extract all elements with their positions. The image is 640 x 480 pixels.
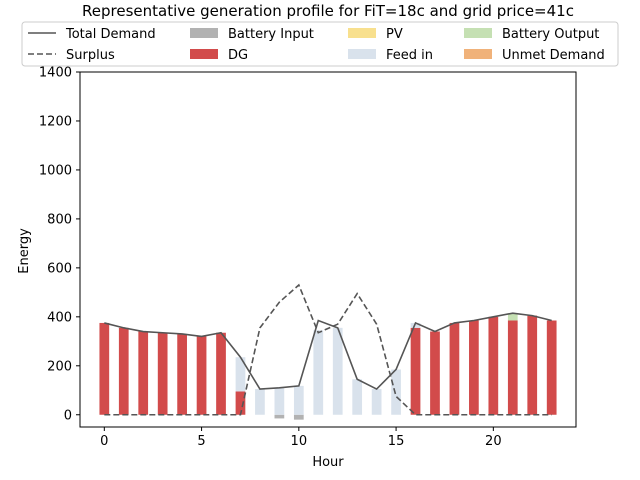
bar-feed-in-8 — [255, 389, 265, 415]
bar-dg-0 — [99, 322, 110, 415]
legend-label-unmet-demand: Unmet Demand — [502, 48, 605, 63]
bar-dg-22 — [527, 315, 538, 415]
x-tick-label: 5 — [197, 434, 205, 449]
x-tick-label: 15 — [388, 434, 405, 449]
bar-feed-in-11 — [313, 330, 324, 415]
bar-battery-input-9 — [274, 414, 285, 419]
legend-swatch-pv — [348, 28, 376, 38]
y-tick-label: 1200 — [39, 114, 72, 129]
line-total-demand — [104, 312, 552, 391]
legend-label-surplus: Surplus — [66, 48, 115, 63]
legend-swatch-battery-input — [190, 28, 218, 38]
bar-feed-in-16 — [410, 322, 421, 328]
bar-battery-input-10 — [293, 414, 304, 420]
x-tick-label: 10 — [291, 434, 308, 449]
bar-dg-1 — [118, 327, 129, 415]
x-axis-label: Hour — [312, 455, 344, 470]
legend-label-battery-output: Battery Output — [502, 27, 599, 42]
bar-feed-in-14 — [371, 389, 382, 415]
bar-dg-4 — [177, 333, 187, 415]
y-tick-label: 600 — [47, 261, 72, 276]
legend-swatch-dg — [190, 49, 218, 59]
bar-dg-19 — [469, 320, 479, 415]
legend-label-total-demand: Total Demand — [65, 27, 156, 42]
y-tick-label: 800 — [47, 212, 72, 227]
bar-feed-in-15 — [391, 369, 401, 415]
bar-dg-20 — [488, 316, 499, 415]
chart-title: Representative generation profile for Fi… — [82, 2, 574, 20]
bar-dg-21 — [507, 320, 518, 415]
line-surplus — [104, 283, 552, 416]
x-tick-label: 0 — [100, 434, 108, 449]
bar-feed-in-7 — [235, 357, 246, 392]
bar-dg-7 — [235, 391, 246, 415]
y-tick-label: 200 — [47, 359, 72, 374]
legend-label-battery-input: Battery Input — [228, 27, 314, 42]
x-tick-label: 20 — [485, 434, 502, 449]
y-axis-label: Energy — [17, 228, 32, 274]
legend-label-feed-in: Feed in — [386, 48, 433, 63]
bar-dg-16 — [410, 327, 421, 415]
bar-battery-output-21 — [507, 313, 518, 321]
bar-dg-17 — [430, 331, 440, 415]
bar-feed-in-10 — [293, 385, 304, 415]
bar-dg-5 — [196, 336, 207, 415]
bar-dg-23 — [546, 320, 557, 415]
bar-feed-in-13 — [352, 379, 363, 415]
legend-label-pv: PV — [386, 27, 403, 42]
bar-dg-3 — [157, 332, 168, 415]
bar-dg-2 — [138, 331, 149, 415]
legend-swatch-feed-in — [348, 49, 376, 59]
bar-feed-in-9 — [274, 387, 285, 415]
y-tick-label: 400 — [47, 310, 72, 325]
y-tick-label: 1400 — [39, 66, 72, 81]
axes-frame — [79, 71, 577, 428]
legend-swatch-unmet-demand — [464, 49, 492, 59]
y-tick-label: 1000 — [39, 163, 72, 178]
legend-label-dg: DG — [228, 48, 248, 63]
bar-dg-18 — [449, 322, 460, 415]
legend-swatch-battery-output — [464, 28, 492, 38]
chart-legend: Total Demand Battery Input PV Battery Outpu… — [21, 21, 619, 67]
y-tick-label: 0 — [64, 408, 72, 423]
bar-dg-6 — [216, 332, 226, 415]
bar-feed-in-12 — [332, 327, 343, 415]
